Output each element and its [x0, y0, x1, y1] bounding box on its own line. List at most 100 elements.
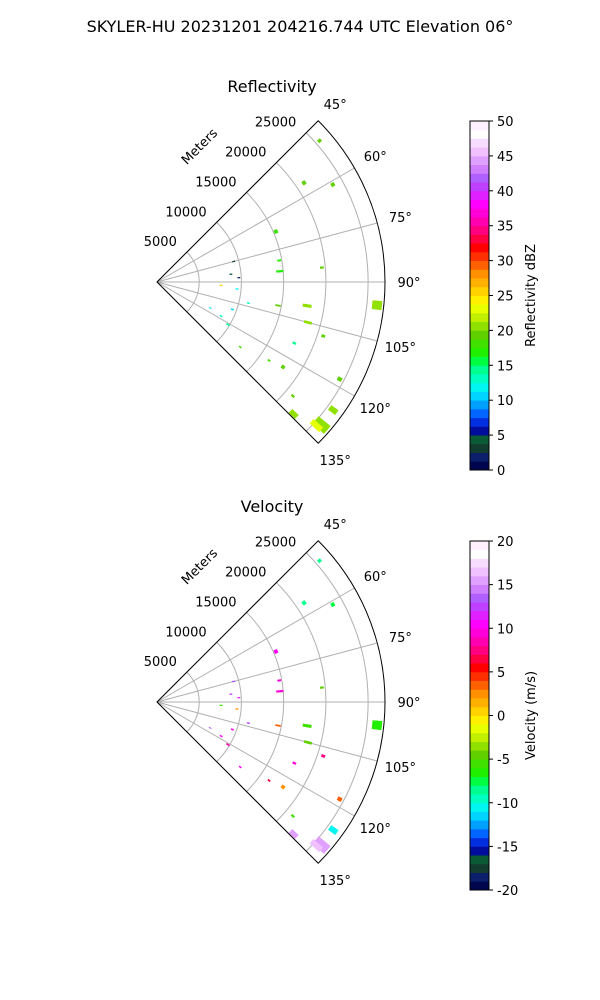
colorbar-segment — [470, 881, 489, 891]
echo-cell — [235, 708, 239, 710]
colorbar-tick-label: 10 — [497, 394, 514, 409]
reflectivity-panel: Reflectivity 45°60°75°90°105°120°135°500… — [144, 77, 539, 479]
colorbar-tick-label: 20 — [497, 535, 514, 550]
echo-cell — [301, 179, 307, 186]
echo-cell — [219, 284, 223, 287]
echo-cell — [273, 228, 279, 235]
colorbar-segment — [470, 828, 489, 839]
colorbar-segment — [470, 173, 489, 183]
echo-cell — [312, 416, 331, 434]
echo-cell — [303, 320, 313, 325]
azimuth-spoke-75 — [156, 222, 378, 283]
range-tick-label: 10000 — [165, 205, 206, 220]
colorbar-segment — [470, 408, 489, 419]
colorbar-segment — [470, 759, 489, 769]
echo-cell — [316, 558, 323, 564]
colorbar-segment — [470, 295, 489, 305]
colorbar-segment — [470, 663, 489, 673]
echo-cell — [320, 754, 326, 759]
colorbar-segment — [470, 820, 489, 830]
colorbar-segment — [470, 347, 489, 357]
azimuth-spoke-120 — [156, 281, 355, 397]
colorbar-segment — [470, 750, 489, 760]
echo-cell — [232, 260, 236, 263]
colorbar-segment — [470, 671, 489, 681]
colorbar-segment — [470, 461, 489, 471]
echo-cell — [288, 408, 299, 420]
sector-outline — [156, 120, 386, 444]
colorbar-segment — [470, 243, 489, 253]
azimuth-tick-label: 45° — [324, 518, 347, 533]
azimuth-tick-label: 90° — [397, 696, 420, 711]
echo-cell — [292, 341, 297, 346]
echo-cell — [327, 825, 339, 836]
echo-cell — [280, 784, 286, 790]
colorbar-tick-label: 0 — [497, 710, 505, 725]
azimuth-tick-label: 75° — [389, 631, 412, 646]
colorbar-tick-label: -10 — [497, 797, 518, 812]
echo-cell — [330, 181, 336, 188]
echo-cell — [267, 358, 271, 363]
azimuth-spoke-105 — [156, 281, 378, 342]
colorbar-segment — [470, 602, 489, 612]
echo-cell — [316, 138, 323, 144]
colorbar-segment — [470, 216, 489, 227]
echo-cell — [336, 796, 343, 803]
echo-cell — [303, 740, 313, 745]
echo-cell — [208, 306, 212, 310]
echo-cell — [225, 322, 231, 327]
echo-cell — [276, 689, 284, 693]
echo-cell — [309, 838, 324, 853]
echo-cell — [229, 273, 233, 276]
colorbar-segment — [470, 724, 489, 734]
colorbar-segment — [470, 382, 489, 392]
colorbar-segment — [470, 610, 489, 620]
colorbar-segment — [470, 374, 489, 384]
colorbar-tick-label: 5 — [497, 429, 505, 444]
echo-cell — [319, 686, 324, 689]
colorbar-segment — [470, 846, 489, 856]
colorbar-segment — [470, 567, 489, 577]
velocity-title: Velocity — [241, 497, 304, 516]
colorbar-segment — [470, 855, 489, 865]
colorbar-segment — [470, 689, 489, 699]
colorbar-segment — [470, 391, 489, 401]
echo-cell — [235, 288, 239, 290]
reflectivity-sector: 45° 60° 75° 90° 105° 120° 135° 5000 10000 15000 20… — [144, 98, 421, 469]
colorbar-segment — [470, 121, 489, 131]
azimuth-tick-label: 90° — [397, 276, 420, 291]
colorbar-tick-label: 40 — [497, 185, 514, 200]
echo-cell — [273, 648, 279, 655]
azimuth-spoke-105 — [156, 701, 378, 762]
echo-cell — [327, 405, 339, 416]
colorbar-segment — [470, 304, 489, 314]
colorbar-tick-label: 10 — [497, 622, 514, 637]
echo-cell — [371, 300, 383, 311]
echo-cell — [238, 765, 242, 769]
echo-cell — [280, 364, 286, 370]
colorbar-segment — [470, 321, 489, 331]
colorbar-segment — [470, 225, 489, 235]
echo-cell — [290, 393, 296, 399]
azimuth-spoke-60 — [156, 167, 355, 283]
colorbar-tick-label: 45 — [497, 150, 514, 165]
echo-cell — [302, 303, 312, 309]
echo-cell — [225, 742, 231, 747]
echo-cell — [292, 761, 297, 766]
echo-cell — [246, 302, 250, 305]
colorbar-segment — [470, 767, 489, 777]
colorbar-segment — [470, 811, 489, 821]
echo-cell — [275, 304, 281, 307]
velocity-panel: Velocity 45°60°75°90°105°120°135°5000100… — [144, 497, 539, 899]
echo-cell — [230, 308, 235, 311]
colorbar-segment — [470, 278, 489, 288]
colorbar-segment — [470, 732, 489, 743]
colorbar-segment — [470, 129, 489, 139]
colorbar-segment — [470, 802, 489, 812]
echo-cell — [219, 314, 223, 318]
colorbar-segment — [470, 234, 489, 244]
range-tick-label: 20000 — [225, 146, 266, 161]
colorbar-tick-label: 20 — [497, 324, 514, 339]
velocity-sector: 45° 60° 75° 90° 105° 120° 135° 5000 10000 15000 20… — [144, 518, 421, 889]
colorbar-segment — [470, 872, 489, 882]
